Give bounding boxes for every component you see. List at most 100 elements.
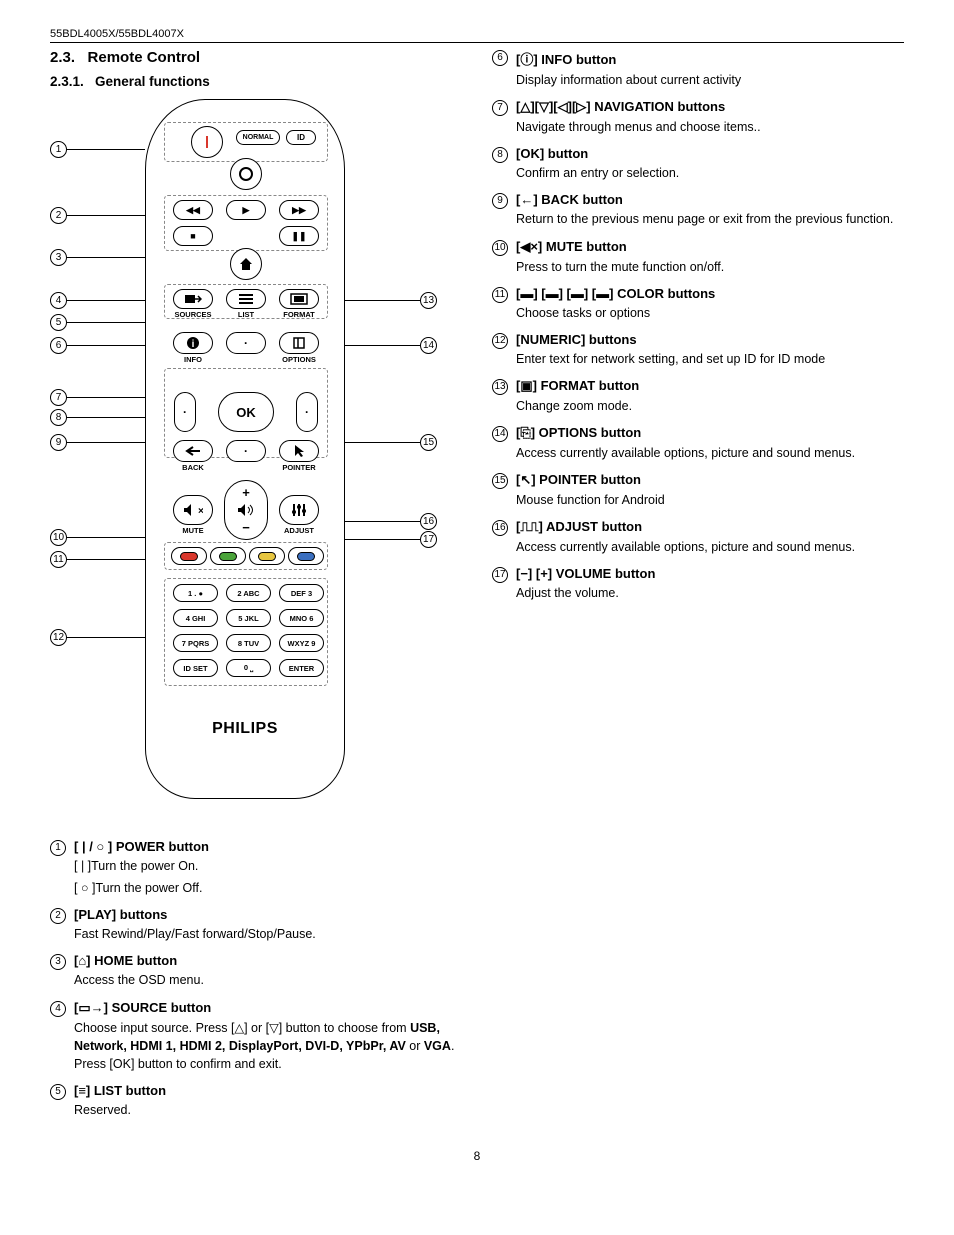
desc-line: [ | ]Turn the power On. bbox=[74, 857, 462, 875]
callout-9: 9 bbox=[50, 434, 67, 451]
desc-body: [◀×] MUTE buttonPress to turn the mute f… bbox=[516, 239, 904, 280]
desc-num: 4 bbox=[50, 1001, 66, 1017]
callout-3: 3 bbox=[50, 249, 67, 266]
desc-body: [NUMERIC] buttons Enter text for network … bbox=[516, 332, 904, 372]
desc-body: [⎍⎍] ADJUST buttonAccess currently avail… bbox=[516, 519, 904, 560]
color-red bbox=[171, 547, 207, 565]
callout-13: 13 bbox=[420, 292, 437, 309]
power-on-btn bbox=[191, 126, 223, 158]
desc-item-15: 15[↖] POINTER buttonMouse function for A… bbox=[492, 472, 904, 513]
desc-line: Enter text for network setting, and set … bbox=[516, 350, 904, 368]
nav-left-btn: · bbox=[174, 392, 196, 432]
desc-body: [←] BACK button Return to the previous me… bbox=[516, 192, 904, 232]
desc-title: [↖] POINTER button bbox=[516, 472, 904, 488]
desc-line: Confirm an entry or selection. bbox=[516, 164, 904, 182]
desc-num: 2 bbox=[50, 908, 66, 924]
subsection-number: 2.3.1. bbox=[50, 74, 84, 89]
format-label: FORMAT bbox=[274, 310, 324, 319]
desc-item-9: 9 [←] BACK button Return to the previous m… bbox=[492, 192, 904, 232]
keypad-k5: 5 JKL bbox=[226, 609, 271, 627]
callout-8: 8 bbox=[50, 409, 67, 426]
desc-num: 16 bbox=[492, 520, 508, 536]
desc-title: [△][▽][◁][▷] NAVIGATION buttons bbox=[516, 99, 904, 115]
normal-btn: NORMAL bbox=[236, 130, 280, 145]
back-label: BACK bbox=[168, 463, 218, 472]
desc-body: [⎘] OPTIONS buttonAccess currently avail… bbox=[516, 425, 904, 466]
desc-num: 6 bbox=[492, 50, 508, 66]
desc-line: Return to the previous menu page or exit… bbox=[516, 210, 904, 228]
left-column: 2.3. Remote Control 2.3.1. General funct… bbox=[50, 49, 462, 1129]
desc-line: Adjust the volume. bbox=[516, 584, 904, 602]
keypad-k9: WXYZ 9 bbox=[279, 634, 324, 652]
keypad-k1: 1 . ● bbox=[173, 584, 218, 602]
desc-body: [OK] buttonConfirm an entry or selection… bbox=[516, 146, 904, 186]
color-yellow bbox=[249, 547, 285, 565]
desc-body: [PLAY] buttonsFast Rewind/Play/Fast forw… bbox=[74, 907, 462, 947]
desc-item-1: 1[ | / ○ ] POWER button[ | ]Turn the pow… bbox=[50, 839, 462, 901]
callout-line-2 bbox=[67, 215, 145, 216]
home-btn bbox=[230, 248, 262, 280]
desc-num: 17 bbox=[492, 567, 508, 583]
callout-line-4 bbox=[67, 300, 145, 301]
keypad-k4: 4 GHI bbox=[173, 609, 218, 627]
ffwd-btn: ▶▶ bbox=[279, 200, 319, 220]
desc-title: [ⓘ] INFO button bbox=[516, 49, 904, 68]
desc-body: [▬] [▬] [▬] [▬] COLOR buttonsChoose task… bbox=[516, 286, 904, 326]
callout-line-5 bbox=[67, 322, 145, 323]
desc-body: [≡] LIST buttonReserved. bbox=[74, 1083, 462, 1123]
callout-line-13 bbox=[345, 300, 420, 301]
desc-num: 14 bbox=[492, 426, 508, 442]
desc-item-13: 13[▣] FORMAT buttonChange zoom mode. bbox=[492, 378, 904, 419]
keypad-k8: 8 TUV bbox=[226, 634, 271, 652]
desc-item-10: 10 [◀×] MUTE buttonPress to turn the mute… bbox=[492, 239, 904, 280]
desc-title: [⌂] HOME button bbox=[74, 953, 462, 968]
callout-4: 4 bbox=[50, 292, 67, 309]
info-btn: i bbox=[173, 332, 213, 354]
pointer-label: POINTER bbox=[274, 463, 324, 472]
desc-title: [−] [+] VOLUME button bbox=[516, 566, 904, 581]
desc-body: [⌂] HOME button Access the OSD menu. bbox=[74, 953, 462, 993]
keypad-k0: 0 ⎵ bbox=[226, 659, 271, 677]
desc-num: 9 bbox=[492, 193, 508, 209]
desc-item-5: 5 [≡] LIST buttonReserved. bbox=[50, 1083, 462, 1123]
options-label: OPTIONS bbox=[274, 355, 324, 364]
play-btn: ▶ bbox=[226, 200, 266, 220]
callout-10: 10 bbox=[50, 529, 67, 546]
callout-1: 1 bbox=[50, 141, 67, 158]
desc-title: [▭→] SOURCE button bbox=[74, 1000, 462, 1016]
callout-2: 2 bbox=[50, 207, 67, 224]
desc-line: Choose tasks or options bbox=[516, 304, 904, 322]
desc-num: 15 bbox=[492, 473, 508, 489]
header-model: 55BDL4005X/55BDL4007X bbox=[50, 28, 904, 43]
svg-text:i: i bbox=[192, 339, 195, 350]
section-title: 2.3. Remote Control bbox=[50, 49, 462, 66]
callout-line-10 bbox=[67, 537, 145, 538]
ok-btn: OK bbox=[218, 392, 274, 432]
desc-title: [NUMERIC] buttons bbox=[516, 332, 904, 347]
callout-14: 14 bbox=[420, 337, 437, 354]
format-btn bbox=[279, 289, 319, 309]
desc-line: Access the OSD menu. bbox=[74, 971, 462, 989]
desc-line: Fast Rewind/Play/Fast forward/Stop/Pause… bbox=[74, 925, 462, 943]
callout-6: 6 bbox=[50, 337, 67, 354]
page-number: 8 bbox=[50, 1149, 904, 1163]
desc-line: Change zoom mode. bbox=[516, 397, 904, 415]
callout-line-11 bbox=[67, 559, 145, 560]
desc-title: [ | / ○ ] POWER button bbox=[74, 839, 462, 854]
desc-title: [←] BACK button bbox=[516, 192, 904, 207]
desc-item-2: 2 [PLAY] buttonsFast Rewind/Play/Fast for… bbox=[50, 907, 462, 947]
right-column: 6[ⓘ] INFO buttonDisplay information abou… bbox=[492, 49, 904, 1129]
desc-num: 5 bbox=[50, 1084, 66, 1100]
desc-body: [▭→] SOURCE buttonChoose input source. P… bbox=[74, 1000, 462, 1077]
desc-line: [ ○ ]Turn the power Off. bbox=[74, 879, 462, 897]
adjust-label: ADJUST bbox=[274, 526, 324, 535]
section-title-text: Remote Control bbox=[88, 49, 201, 66]
desc-line: Access currently available options, pict… bbox=[516, 538, 904, 556]
brand-label: PHILIPS bbox=[146, 720, 344, 738]
desc-num: 10 bbox=[492, 240, 508, 256]
callout-line-7 bbox=[67, 397, 145, 398]
info-label: INFO bbox=[168, 355, 218, 364]
mute-btn: × bbox=[173, 495, 213, 525]
desc-line: Access currently available options, pict… bbox=[516, 444, 904, 462]
desc-item-17: 17 [−] [+] VOLUME button Adjust the volume… bbox=[492, 566, 904, 606]
